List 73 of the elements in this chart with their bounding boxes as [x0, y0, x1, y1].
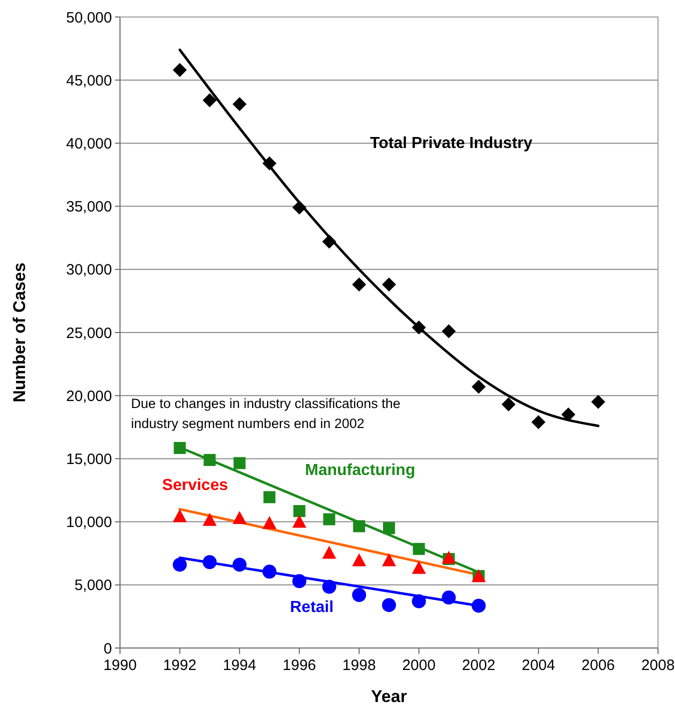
x-tick-label: 1994 — [222, 657, 256, 674]
point — [172, 558, 187, 572]
point — [412, 320, 426, 334]
y-tick-label: 25,000 — [66, 324, 112, 342]
x-tick-label: 1998 — [342, 657, 376, 674]
point — [502, 397, 516, 412]
y-tick-label: 15,000 — [66, 450, 112, 468]
y-tick-label: 5,000 — [74, 577, 112, 594]
point — [262, 516, 276, 530]
point — [531, 415, 546, 430]
series-label: Manufacturing — [305, 462, 416, 479]
point — [232, 511, 247, 524]
point — [352, 553, 366, 566]
point — [204, 454, 216, 466]
point — [232, 97, 247, 112]
y-tick-label: 20,000 — [66, 388, 112, 405]
point — [442, 590, 456, 605]
point — [322, 580, 336, 594]
point — [292, 200, 306, 215]
point — [591, 394, 606, 409]
x-tick-label: 2004 — [522, 657, 556, 674]
text: Total Private Industry — [370, 135, 533, 152]
point — [172, 63, 187, 78]
point — [382, 278, 396, 292]
point — [322, 546, 336, 559]
series-label: Retail — [290, 599, 334, 616]
x-axis-title: Year — [371, 687, 408, 706]
point — [442, 324, 456, 338]
x-tick-label: 1996 — [282, 657, 316, 674]
point — [472, 598, 486, 613]
x-tick-label: 1990 — [103, 657, 137, 674]
point — [352, 588, 366, 602]
point — [232, 558, 247, 572]
point — [292, 514, 306, 528]
x-tick-label: 2000 — [402, 657, 436, 674]
y-tick-label: 50,000 — [66, 9, 112, 26]
point — [172, 509, 187, 522]
series-label: Services — [162, 477, 228, 494]
point — [293, 505, 306, 518]
point — [202, 555, 217, 570]
y-tick-label: 0 — [104, 640, 112, 658]
point — [353, 520, 366, 532]
y-axis-title: Number of Cases — [10, 262, 29, 402]
point — [383, 522, 395, 534]
y-tick-label: 40,000 — [66, 135, 112, 152]
point — [382, 553, 396, 566]
point — [202, 93, 217, 108]
point — [412, 594, 426, 608]
x-tick-label: 2002 — [462, 657, 496, 674]
point — [322, 234, 336, 249]
y-tick-label: 10,000 — [66, 514, 112, 532]
y-tick-label: 30,000 — [66, 262, 112, 279]
point — [412, 542, 425, 555]
point — [472, 380, 486, 394]
point — [202, 512, 217, 526]
point — [561, 408, 576, 422]
point — [412, 560, 426, 574]
y-tick-label: 45,000 — [66, 72, 112, 90]
point — [442, 550, 456, 564]
point — [234, 457, 246, 470]
point — [352, 278, 366, 292]
point — [263, 491, 276, 504]
point — [292, 574, 306, 588]
point — [262, 564, 276, 579]
y-tick-label: 35,000 — [66, 198, 112, 216]
point — [382, 598, 396, 612]
annotation: Due to changes in industry classifications the industry segment numbers end in 2002 — [131, 396, 400, 431]
x-tick-label: 2008 — [641, 657, 675, 674]
point — [262, 156, 276, 170]
x-tick-label: 2006 — [582, 657, 615, 674]
x-tick-label: 1992 — [163, 657, 196, 674]
point — [174, 442, 186, 454]
point — [323, 513, 336, 526]
